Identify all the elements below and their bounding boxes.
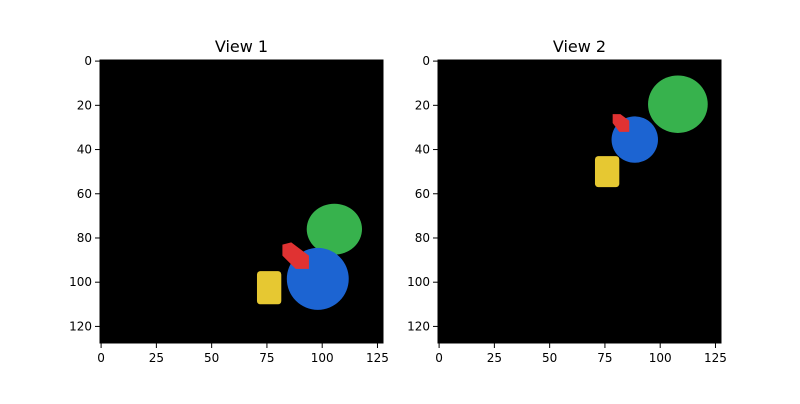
axes-frame — [99, 59, 384, 344]
y-tick-label: 40 — [77, 143, 92, 157]
x-tick-label: 0 — [97, 351, 105, 365]
y-tick-label: 80 — [77, 231, 92, 245]
y-tick-label: 100 — [69, 275, 92, 289]
x-tick-label: 100 — [311, 351, 334, 365]
x-tick-label: 100 — [649, 351, 672, 365]
y-tick-label: 20 — [77, 98, 92, 112]
red-polygon — [612, 114, 630, 132]
yellow-square — [594, 156, 620, 188]
y-tick-label: 100 — [407, 275, 430, 289]
x-tick-label: 75 — [597, 351, 612, 365]
axes-frame — [437, 59, 722, 344]
y-tick-label: 40 — [415, 143, 430, 157]
y-tick-label: 0 — [422, 54, 430, 68]
y-tick-label: 80 — [415, 231, 430, 245]
x-tick-label: 50 — [542, 351, 557, 365]
yellow-square — [256, 271, 282, 305]
red-polygon — [282, 242, 309, 269]
y-tick-label: 120 — [407, 319, 430, 333]
panel-title: View 2 — [553, 37, 606, 56]
y-tick-label: 60 — [77, 187, 92, 201]
x-tick-label: 0 — [435, 351, 443, 365]
green-ellipse — [306, 203, 362, 255]
x-tick-label: 75 — [259, 351, 274, 365]
x-tick-label: 50 — [204, 351, 219, 365]
x-tick-label: 25 — [149, 351, 164, 365]
y-tick-label: 120 — [69, 319, 92, 333]
x-tick-label: 25 — [487, 351, 502, 365]
x-tick-label: 125 — [366, 351, 389, 365]
y-tick-label: 0 — [84, 54, 92, 68]
y-tick-label: 20 — [415, 98, 430, 112]
x-tick-label: 125 — [704, 351, 727, 365]
image-background — [100, 60, 383, 343]
y-tick-label: 60 — [415, 187, 430, 201]
panel-title: View 1 — [215, 37, 268, 56]
green-ellipse — [648, 75, 708, 133]
